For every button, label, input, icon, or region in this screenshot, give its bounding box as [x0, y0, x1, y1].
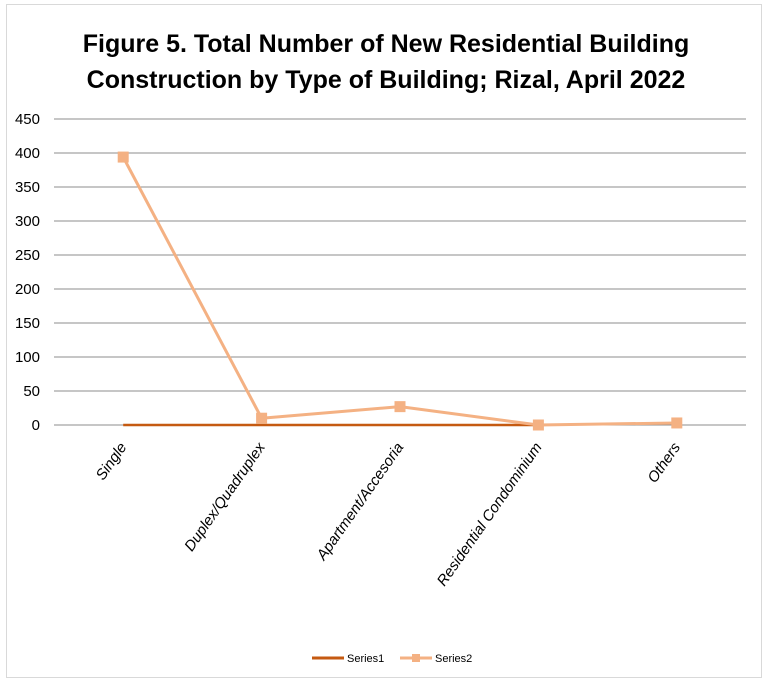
gridlines: [54, 118, 746, 426]
chart-frame: [6, 4, 762, 678]
x-tick-label-5: Others: [644, 439, 684, 486]
legend: Series1 Series2: [312, 653, 472, 665]
marker-series2-5: [671, 417, 683, 429]
marker-series2-4: [532, 419, 544, 431]
y-tick-label-200: 200: [15, 281, 40, 298]
y-tick-label-300: 300: [15, 213, 40, 230]
chart-title-line-2: Construction by Type of Building; Rizal,…: [87, 66, 686, 94]
marker-series2-2: [256, 412, 268, 424]
legend-label-series1: Series1: [347, 653, 384, 665]
x-tick-label-2: Duplex/Quadruplex: [181, 439, 269, 554]
y-tick-label-50: 50: [23, 383, 40, 400]
y-tick-label-100: 100: [15, 349, 40, 366]
y-tick-label-150: 150: [15, 315, 40, 332]
series-line-series2: [121, 156, 677, 427]
x-tick-label-4: Residential Condominium: [434, 440, 546, 590]
marker-series2-3: [394, 401, 406, 413]
data-series: [117, 151, 683, 431]
legend-label-series2: Series2: [435, 653, 472, 665]
chart-title: Figure 5. Total Number of New Residentia…: [83, 30, 690, 94]
legend-marker-series2: [412, 654, 420, 662]
marker-series2-1: [117, 151, 129, 163]
x-axis-tick-labels: Single Duplex/Quadruplex Apartment/Accesor…: [93, 439, 685, 589]
y-axis-tick-labels: 0 50 100 150 200 250 300 350 400 450: [15, 111, 40, 434]
y-tick-label-450: 450: [15, 111, 40, 128]
x-tick-label-3: Apartment/Accesoria: [313, 440, 407, 565]
chart-title-line-1: Figure 5. Total Number of New Residentia…: [83, 30, 690, 58]
y-tick-label-0: 0: [32, 417, 40, 434]
y-tick-label-250: 250: [15, 247, 40, 264]
x-tick-label-1: Single: [93, 440, 131, 484]
y-tick-label-400: 400: [15, 145, 40, 162]
y-tick-label-350: 350: [15, 179, 40, 196]
